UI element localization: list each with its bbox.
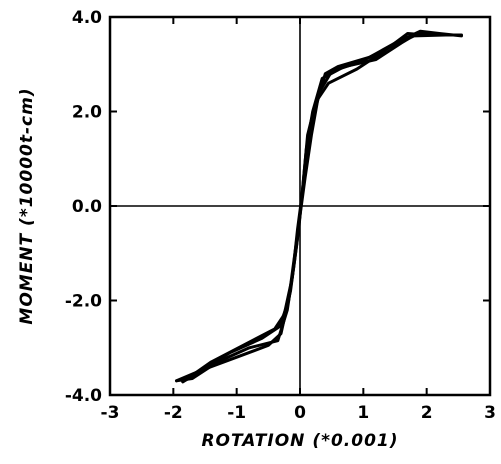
- x-tick-label: -1: [227, 403, 246, 423]
- x-tick-label: 1: [357, 403, 369, 423]
- y-tick-label: 4.0: [72, 8, 102, 28]
- plot-frame: [108, 15, 492, 397]
- series-line-3: [181, 32, 448, 384]
- series-line-4: [175, 33, 448, 383]
- y-tick-labels: -4.0 -2.0 0.0 2.0 4.0: [65, 8, 102, 406]
- x-tick-label: 0: [294, 403, 306, 423]
- y-axis-title: MOMENT (*10000t-cm): [17, 87, 37, 324]
- y-tick-label: -2.0: [65, 292, 102, 312]
- y-tick-label: 0.0: [72, 197, 102, 217]
- series-curves: [175, 29, 463, 384]
- x-tick-label: -2: [164, 403, 183, 423]
- x-tick-label: 3: [484, 403, 496, 423]
- x-axis-title: ROTATION (*0.001): [201, 431, 398, 451]
- x-tick-label: 2: [421, 403, 433, 423]
- y-tick-label: -4.0: [65, 386, 102, 406]
- x-tick-label: -3: [101, 403, 120, 423]
- x-tick-labels: -3 -2 -1 0 1 2 3: [101, 403, 496, 423]
- y-tick-label: 2.0: [72, 103, 102, 123]
